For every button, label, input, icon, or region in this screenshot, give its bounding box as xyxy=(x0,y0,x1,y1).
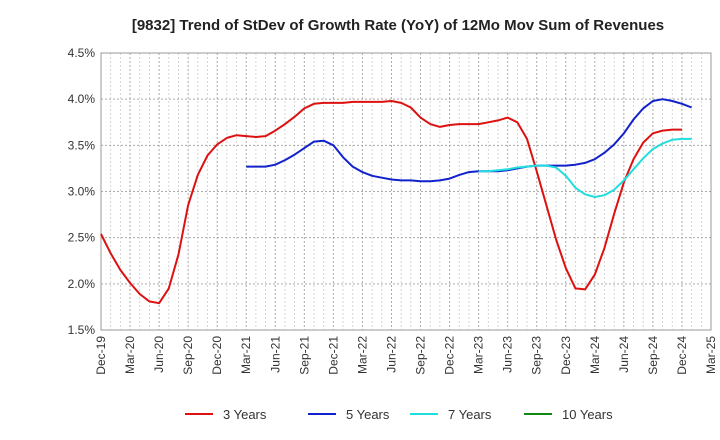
series-line-7-years xyxy=(478,137,692,198)
x-tick-label: Sep-20 xyxy=(181,336,195,375)
x-tick-label: Sep-23 xyxy=(530,336,544,375)
legend-label: 3 Years xyxy=(223,407,267,422)
y-axis: 1.5% 2.0% 2.5% 3.0% 3.5% 4.0% 4.5% xyxy=(68,46,96,337)
x-tick-label: Mar-21 xyxy=(239,336,253,374)
x-tick-label: Mar-24 xyxy=(588,336,602,374)
series-line-3-years xyxy=(100,100,682,305)
legend-label: 10 Years xyxy=(562,407,613,422)
series-lines xyxy=(100,98,692,305)
x-tick-label: Mar-20 xyxy=(123,336,137,374)
y-tick-label: 4.5% xyxy=(68,46,96,60)
x-tick-label: Jun-23 xyxy=(501,336,515,373)
y-tick-label: 1.5% xyxy=(68,323,96,337)
x-tick-label: Mar-25 xyxy=(704,336,718,374)
x-tick-label: Dec-24 xyxy=(675,336,689,375)
x-tick-label: Jun-22 xyxy=(384,336,398,373)
x-tick-label: Sep-21 xyxy=(297,336,311,375)
x-tick-label: Jun-21 xyxy=(268,336,282,373)
legend-label: 5 Years xyxy=(346,407,390,422)
y-tick-label: 2.0% xyxy=(68,277,96,291)
x-tick-label: Mar-23 xyxy=(472,336,486,374)
x-tick-label: Dec-23 xyxy=(559,336,573,375)
x-tick-label: Sep-22 xyxy=(414,336,428,375)
x-tick-label: Jun-20 xyxy=(152,336,166,373)
x-tick-label: Jun-24 xyxy=(617,336,631,373)
x-tick-label: Dec-22 xyxy=(443,336,457,375)
x-tick-label: Dec-21 xyxy=(326,336,340,375)
series-line-5-years xyxy=(246,98,692,183)
x-tick-label: Mar-22 xyxy=(355,336,369,374)
legend-label: 7 Years xyxy=(448,407,492,422)
x-axis: Dec-19 Mar-20 Jun-20 Sep-20 Dec-20 Mar-21 Jun-… xyxy=(94,336,718,375)
plot-frame xyxy=(100,52,712,331)
legend: 3 Years 5 Years 7 Years 10 Years xyxy=(185,407,613,422)
x-tick-label: Dec-19 xyxy=(94,336,108,375)
y-tick-label: 3.0% xyxy=(68,185,96,199)
y-tick-label: 3.5% xyxy=(68,138,96,152)
y-tick-label: 2.5% xyxy=(68,231,96,245)
y-tick-label: 4.0% xyxy=(68,92,96,106)
x-tick-label: Sep-24 xyxy=(646,336,660,375)
x-tick-label: Dec-20 xyxy=(210,336,224,375)
chart-title: [9832] Trend of StDev of Growth Rate (Yo… xyxy=(132,17,664,34)
